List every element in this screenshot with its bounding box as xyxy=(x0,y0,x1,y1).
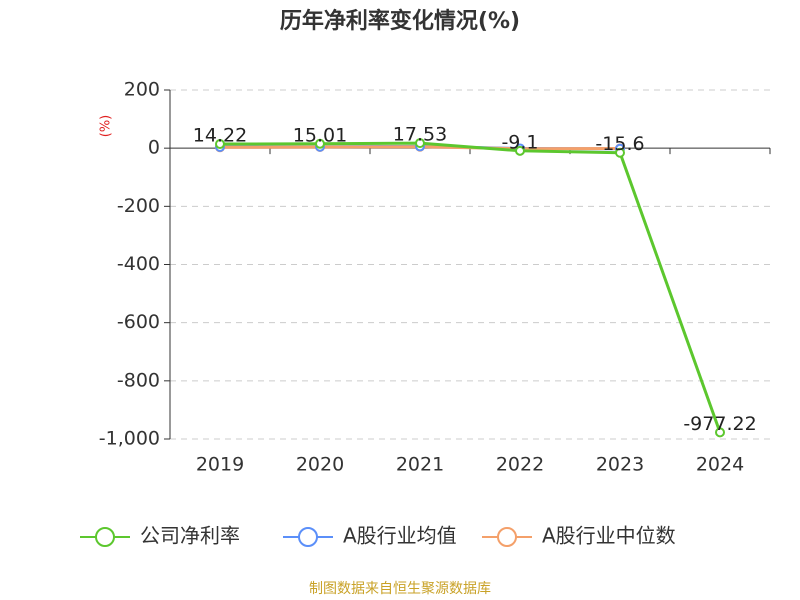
series-line xyxy=(219,141,722,433)
x-tick-label: 2024 xyxy=(696,454,744,476)
data-point xyxy=(615,147,625,158)
legend-label[interactable]: A股行业均值 xyxy=(343,524,457,548)
data-point xyxy=(315,138,325,149)
legend-marker[interactable] xyxy=(298,527,318,547)
data-label: 17.53 xyxy=(393,124,447,146)
chart-title: 历年净利率变化情况(%) xyxy=(280,8,520,34)
x-tick-label: 2021 xyxy=(396,454,444,476)
data-label: -15.6 xyxy=(595,133,644,155)
source-note: 制图数据来自恒生聚源数据库 xyxy=(309,581,491,597)
data-label: 14.22 xyxy=(193,125,247,147)
data-label: -977.22 xyxy=(683,413,756,435)
y-tick-label: -800 xyxy=(117,369,160,391)
data-label: -9.1 xyxy=(501,131,538,153)
y-tick-label: 200 xyxy=(124,79,160,101)
legend-label[interactable]: A股行业中位数 xyxy=(542,524,676,548)
y-tick-label: -200 xyxy=(117,195,160,217)
data-point xyxy=(715,427,725,438)
data-label: 15.01 xyxy=(293,124,347,146)
data-point xyxy=(515,145,525,156)
data-point xyxy=(215,139,225,150)
y-tick-label: -600 xyxy=(117,311,160,333)
legend-marker[interactable] xyxy=(95,527,115,547)
x-tick-label: 2019 xyxy=(196,454,244,476)
legend-marker[interactable] xyxy=(497,527,517,547)
x-tick-label: 2023 xyxy=(596,454,644,476)
y-tick-label: -1,000 xyxy=(99,428,160,450)
legend-label[interactable]: 公司净利率 xyxy=(140,524,240,548)
x-tick-label: 2022 xyxy=(496,454,544,476)
y-tick-label: -400 xyxy=(117,253,160,275)
y-tick-label: 0 xyxy=(148,137,160,159)
data-point xyxy=(415,138,425,149)
x-tick-label: 2020 xyxy=(296,454,344,476)
y-axis-label: (%) xyxy=(99,115,114,138)
